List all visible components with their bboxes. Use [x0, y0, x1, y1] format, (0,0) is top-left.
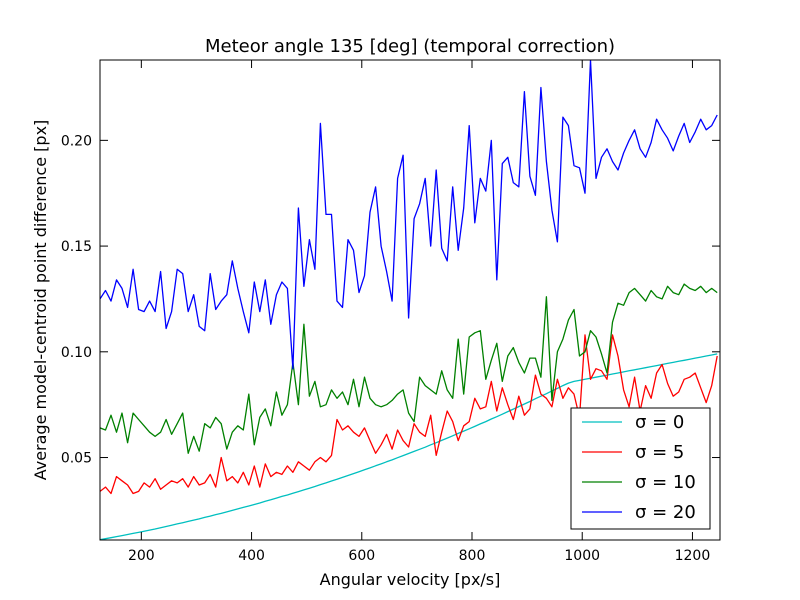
legend-label-1: σ = 5 [635, 442, 684, 463]
y-tick-label: 0.15 [61, 239, 92, 255]
y-axis-label: Average model-centroid point difference … [31, 120, 50, 481]
legend: σ = 0 σ = 5 σ = 10 σ = 20 [570, 407, 711, 530]
x-tick-label: 1200 [675, 548, 711, 564]
x-tick-label: 1000 [564, 548, 600, 564]
tick-layer: 200 400 600 800 1000 1200 0.05 0.10 0.15 0.20 [61, 60, 720, 564]
chart-title: Meteor angle 135 [deg] (temporal correct… [205, 36, 615, 57]
legend-label-2: σ = 10 [635, 472, 696, 493]
legend-label-3: σ = 20 [635, 502, 696, 523]
legend-label-0: σ = 0 [635, 412, 684, 433]
series-line-0 [100, 353, 718, 540]
x-tick-label: 400 [238, 548, 265, 564]
x-tick-label: 800 [459, 548, 486, 564]
x-tick-label: 200 [128, 548, 155, 564]
series-line-1 [100, 334, 718, 495]
x-tick-label: 600 [348, 548, 375, 564]
series-layer [100, 60, 718, 540]
y-tick-label: 0.05 [61, 451, 92, 467]
y-tick-label: 0.10 [61, 345, 92, 361]
series-line-3 [100, 60, 718, 370]
plot-frame [99, 59, 721, 541]
x-axis-label: Angular velocity [px/s] [320, 570, 501, 589]
series-line-2 [100, 283, 718, 454]
legend-box [570, 407, 711, 530]
y-tick-label: 0.20 [61, 133, 92, 149]
